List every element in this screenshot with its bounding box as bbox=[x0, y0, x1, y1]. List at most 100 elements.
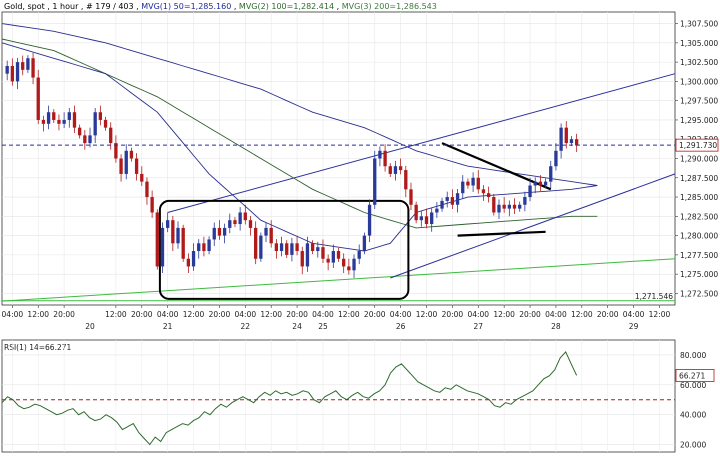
candle-body bbox=[533, 181, 537, 186]
consolidation-box bbox=[158, 199, 410, 300]
date-axis-label: 27 bbox=[474, 322, 484, 331]
candle-body bbox=[316, 247, 320, 252]
candle-body bbox=[114, 143, 118, 159]
candle-body bbox=[145, 181, 149, 198]
candle-body bbox=[507, 204, 511, 209]
candle-body bbox=[481, 189, 486, 194]
candle-body bbox=[362, 235, 367, 252]
candle-body bbox=[181, 227, 185, 259]
candle-body bbox=[217, 227, 222, 236]
candle-body bbox=[62, 119, 66, 124]
candle-body bbox=[398, 166, 403, 171]
candle-body bbox=[5, 65, 9, 74]
rsi-current-label: 66.271 bbox=[679, 371, 705, 380]
candle-body bbox=[574, 139, 579, 146]
candle-body bbox=[528, 185, 532, 198]
date-axis-label: 29 bbox=[629, 322, 639, 331]
price-pane: 1,307.500 1,305.000 1,302.500 1,300.000 1,29… bbox=[1, 11, 719, 331]
candle-body bbox=[279, 243, 284, 252]
candle-body bbox=[523, 197, 527, 205]
time-axis-label: 20:00 bbox=[131, 310, 153, 319]
candle-body bbox=[285, 243, 289, 255]
time-axis-label: 12:00 bbox=[571, 310, 593, 319]
candle-body bbox=[554, 150, 558, 167]
candle-body bbox=[321, 247, 325, 259]
candle-body bbox=[367, 204, 372, 236]
candle-body bbox=[502, 204, 506, 209]
candle-body bbox=[26, 58, 30, 70]
candle-body bbox=[466, 181, 470, 186]
candle-body bbox=[269, 227, 273, 244]
rsi-axis-label: 60.000 bbox=[680, 381, 706, 390]
candle-body bbox=[124, 150, 128, 174]
candle-body bbox=[36, 77, 40, 120]
time-axis-label: 20:00 bbox=[442, 310, 464, 319]
support-level-label: 1,271.546 bbox=[635, 292, 673, 301]
rsi-axis-label: 80.000 bbox=[680, 351, 706, 360]
time-axis-label: 20:00 bbox=[53, 310, 75, 319]
rsi-pane: RSI(1) 14=66.271 80.000 60.000 40.000 20.000… bbox=[1, 339, 715, 453]
price-axis-label: 1,287.500 bbox=[680, 174, 718, 183]
candle-body bbox=[103, 119, 108, 128]
candle-body bbox=[512, 204, 517, 209]
time-axis-label: 04:00 bbox=[157, 310, 179, 319]
candle-body bbox=[404, 170, 408, 190]
date-axis-label: 26 bbox=[396, 322, 406, 331]
ma200-line bbox=[1, 23, 598, 186]
candle-body bbox=[155, 212, 159, 267]
time-axis-label: 20:00 bbox=[519, 310, 541, 319]
candle-body bbox=[393, 166, 398, 174]
time-axis-label: 20:00 bbox=[209, 310, 231, 319]
date-axis-label: 22 bbox=[241, 322, 251, 331]
candle-body bbox=[538, 181, 543, 186]
time-axis-label: 04:00 bbox=[2, 310, 24, 319]
date-axis-label: 21 bbox=[163, 322, 173, 331]
rsi-line bbox=[1, 351, 578, 446]
time-axis-label: 04:00 bbox=[390, 310, 412, 319]
candle-body bbox=[46, 112, 51, 124]
candle-body bbox=[450, 197, 455, 205]
rsi-current-box bbox=[675, 369, 715, 382]
candle-body bbox=[83, 135, 87, 144]
candle-body bbox=[419, 216, 423, 221]
price-axis-label: 1,280.000 bbox=[680, 232, 718, 241]
candle-body bbox=[430, 212, 434, 225]
support-trendline bbox=[1, 258, 676, 302]
candle-body bbox=[471, 177, 475, 186]
candle-body bbox=[140, 173, 144, 182]
candle-body bbox=[492, 197, 496, 213]
candle-body bbox=[497, 204, 501, 213]
candle-body bbox=[10, 65, 15, 82]
candle-body bbox=[109, 127, 113, 144]
price-axis-label: 1,300.000 bbox=[680, 77, 718, 86]
time-axis-label: 12:00 bbox=[338, 310, 360, 319]
date-axis-label: 28 bbox=[551, 322, 561, 331]
price-axis-label: 1,272.500 bbox=[680, 289, 718, 298]
current-price-box bbox=[675, 138, 719, 152]
candle-body bbox=[336, 251, 341, 259]
wedge-lower-line bbox=[457, 230, 546, 237]
candle-body bbox=[212, 227, 216, 240]
rsi-plot-frame bbox=[1, 339, 676, 453]
candle-body bbox=[248, 220, 253, 228]
candle-body bbox=[569, 139, 574, 144]
candle-body bbox=[77, 127, 82, 136]
candle-body bbox=[357, 251, 361, 259]
candle-body bbox=[352, 258, 356, 271]
candle-body bbox=[549, 166, 553, 182]
candle-body bbox=[186, 258, 191, 267]
candle-body bbox=[378, 150, 382, 159]
price-axis-label: 1,295.000 bbox=[680, 116, 718, 125]
candle-body bbox=[67, 112, 71, 120]
candle-body bbox=[455, 193, 460, 205]
time-axis-label: 04:00 bbox=[623, 310, 645, 319]
candle-body bbox=[409, 189, 413, 205]
candle-body bbox=[176, 227, 180, 244]
price-axis-label: 1,305.000 bbox=[680, 39, 718, 48]
time-axis-label: 04:00 bbox=[312, 310, 334, 319]
candle-body bbox=[41, 119, 46, 124]
time-axis-label: 12:00 bbox=[416, 310, 438, 319]
rsi-axis-label: 20.000 bbox=[680, 441, 706, 450]
candle-body bbox=[52, 112, 56, 120]
date-axis-label: 20 bbox=[85, 322, 95, 331]
